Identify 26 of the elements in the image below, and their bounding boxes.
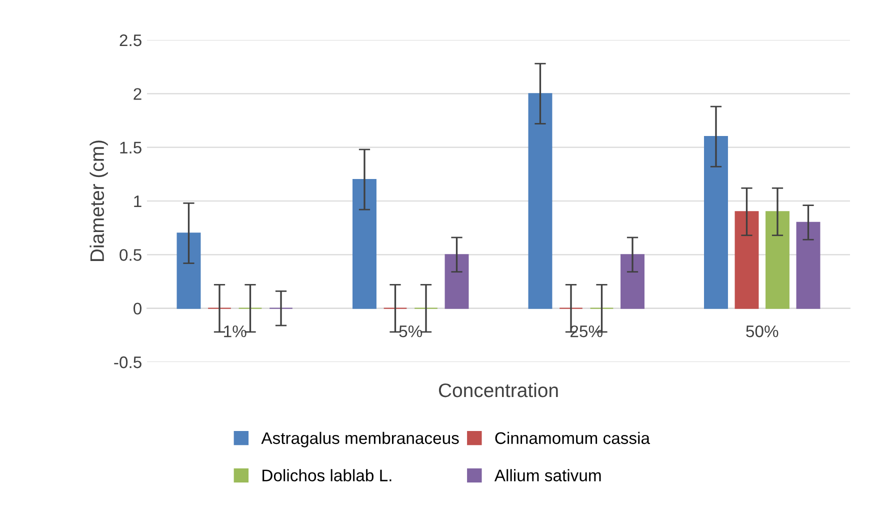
legend-label: Cinnamomum cassia <box>495 432 650 444</box>
y-tick-label: 1 <box>134 196 142 208</box>
bar <box>796 222 820 309</box>
legend-label: Allium sativum <box>494 469 601 482</box>
bar <box>766 211 790 309</box>
bar <box>734 211 759 309</box>
bar <box>620 254 644 309</box>
x-tick-label: 50% <box>746 325 778 338</box>
x-tick-label: 1% <box>224 326 246 338</box>
bar <box>352 178 376 309</box>
y-tick-label: 0.5 <box>120 249 142 261</box>
bar <box>528 93 552 309</box>
legend-label: Astragalus membranaceus <box>261 432 459 448</box>
bar <box>444 254 469 309</box>
y-tick-label: -0.5 <box>114 356 142 368</box>
x-axis-title: Concentration <box>438 382 558 398</box>
y-tick-label: 0 <box>134 302 142 315</box>
y-tick-label: 2 <box>134 88 142 100</box>
x-tick-label: 5% <box>399 326 422 338</box>
legend-label: Dolichos lablab L. <box>262 469 392 482</box>
bar <box>176 232 201 309</box>
y-axis-title: Diameter (cm) <box>90 140 108 261</box>
y-tick-label: 2.5 <box>120 34 142 46</box>
y-tick-label: 1.5 <box>120 142 142 154</box>
bar <box>704 136 728 309</box>
x-tick-label: 25% <box>570 325 602 338</box>
